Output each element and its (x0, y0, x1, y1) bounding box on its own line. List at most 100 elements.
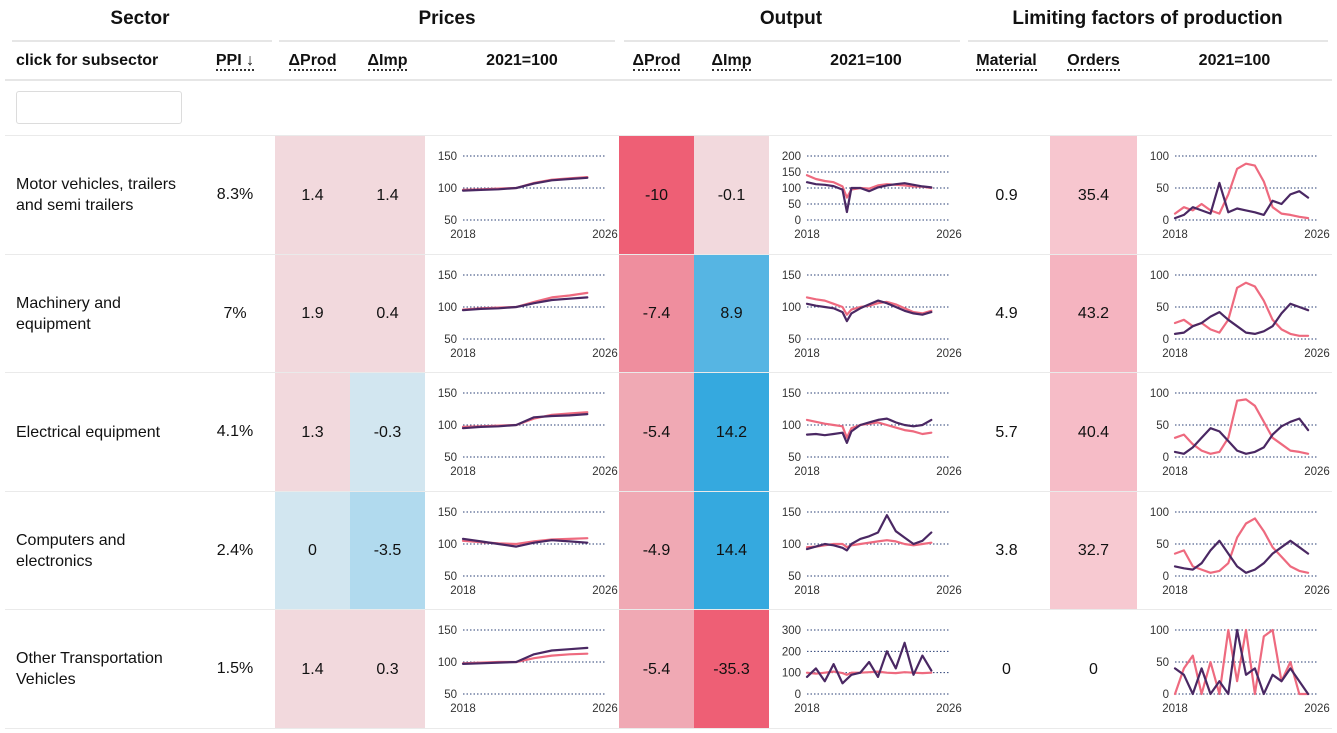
sector-filter-input[interactable] (16, 91, 182, 124)
x-tick-label: 2026 (1304, 585, 1330, 597)
y-tick-label: 50 (444, 334, 457, 346)
output-dimp-value: 8.9 (694, 255, 769, 373)
sort-material-label[interactable]: Material (976, 51, 1037, 71)
output-sparkline: 50 100 150 2018 2026 (782, 388, 962, 478)
sector-name[interactable]: Computers and electronics (16, 531, 126, 570)
x-tick-label: 2018 (1162, 703, 1188, 715)
sort-output-dimp-label[interactable]: ΔImp (711, 51, 752, 71)
sort-orders-label[interactable]: Orders (1067, 51, 1120, 71)
x-tick-label: 2026 (1304, 229, 1330, 241)
output-dprod-value: -5.4 (619, 373, 694, 492)
y-tick-label: 0 (795, 215, 801, 227)
x-tick-label: 2026 (936, 585, 962, 597)
x-tick-label: 2026 (936, 466, 962, 478)
x-tick-label: 2018 (794, 585, 820, 597)
group-header-prices: Prices (418, 8, 476, 29)
y-tick-label: 100 (438, 302, 457, 314)
y-tick-label: 200 (782, 646, 801, 658)
y-tick-label: 150 (438, 507, 457, 519)
output-dprod-value: -10 (619, 136, 694, 255)
series-line-dark (1173, 628, 1310, 696)
y-tick-label: 150 (438, 151, 457, 163)
series-line-pink (1173, 398, 1310, 455)
series-line-pink (1173, 162, 1310, 220)
sector-name[interactable]: Other Transportation Vehicles (16, 650, 163, 688)
material-value: 5.7 (963, 373, 1050, 492)
x-tick-label: 2026 (1304, 466, 1330, 478)
y-tick-label: 0 (1163, 334, 1169, 346)
y-tick-label: 50 (1156, 539, 1169, 551)
y-tick-label: 50 (444, 452, 457, 464)
output-sparkline: 0 100 200 300 2018 2026 (782, 625, 962, 715)
column-header-prices-dimp[interactable]: ΔImp (350, 44, 425, 78)
column-header-sector: click for subsector (16, 44, 196, 78)
x-tick-label: 2018 (794, 703, 820, 715)
y-tick-label: 150 (438, 388, 457, 400)
limiting-sparkline: 0 50 100 2018 2026 (1150, 151, 1330, 241)
column-header-prices-dprod[interactable]: ΔProd (275, 44, 350, 78)
series-line-dark (461, 296, 589, 312)
output-sparkline: 50 100 150 2018 2026 (782, 507, 962, 597)
x-tick-label: 2026 (936, 229, 962, 241)
column-header-material[interactable]: Material (963, 44, 1050, 78)
prices-dimp-value: 0.4 (350, 255, 425, 373)
group-underline-limiting (968, 40, 1328, 42)
group-header-output: Output (759, 8, 823, 29)
material-value: 3.8 (963, 492, 1050, 610)
y-tick-label: 100 (782, 420, 801, 432)
y-tick-label: 50 (444, 571, 457, 583)
column-header-ppi[interactable]: PPI ↓ (196, 44, 274, 78)
x-tick-label: 2018 (1162, 466, 1188, 478)
series-line-dark (805, 417, 933, 445)
sort-prices-dimp-label[interactable]: ΔImp (367, 51, 408, 71)
series-line-dark (805, 514, 933, 552)
orders-value: 0 (1050, 610, 1137, 729)
series-line-dark (805, 641, 933, 685)
x-tick-label: 2026 (1304, 703, 1330, 715)
y-tick-label: 0 (1163, 571, 1169, 583)
x-tick-label: 2018 (794, 348, 820, 360)
orders-value: 32.7 (1050, 492, 1137, 610)
sector-name[interactable]: Motor vehicles, trailers and semi traile… (16, 176, 177, 214)
series-line-dark (461, 646, 589, 666)
group-underline-prices (279, 40, 615, 42)
y-tick-label: 300 (782, 625, 801, 637)
x-tick-label: 2018 (1162, 585, 1188, 597)
series-line-dark (461, 413, 589, 430)
column-header-orders[interactable]: Orders (1050, 44, 1137, 78)
sector-name[interactable]: Electrical equipment (16, 423, 161, 441)
orders-value: 43.2 (1050, 255, 1137, 373)
row-divider (5, 254, 1332, 255)
series-line-pink (1173, 517, 1310, 574)
series-line-dark (461, 176, 589, 192)
y-tick-label: 150 (782, 167, 801, 179)
sort-prices-dprod-label[interactable]: ΔProd (288, 51, 337, 71)
x-tick-label: 2018 (450, 703, 476, 715)
prices-sparkline: 50 100 150 2018 2026 (438, 507, 618, 597)
column-header-output-dprod[interactable]: ΔProd (619, 44, 694, 78)
row-divider (5, 609, 1332, 610)
x-tick-label: 2026 (936, 703, 962, 715)
y-tick-label: 200 (782, 151, 801, 163)
sort-ppi-label[interactable]: PPI ↓ (215, 51, 255, 71)
y-tick-label: 100 (438, 539, 457, 551)
sort-output-dprod-label[interactable]: ΔProd (632, 51, 681, 71)
group-underline-sector (12, 40, 272, 42)
series-line-dark (1173, 181, 1310, 220)
series-line-dark (805, 299, 933, 323)
y-tick-label: 150 (782, 270, 801, 282)
y-tick-label: 0 (1163, 215, 1169, 227)
prices-dimp-value: -3.5 (350, 492, 425, 610)
series-line-pink (1173, 281, 1310, 337)
y-tick-label: 100 (1150, 507, 1169, 519)
y-tick-label: 50 (1156, 302, 1169, 314)
x-tick-label: 2026 (1304, 348, 1330, 360)
output-dprod-value: -4.9 (619, 492, 694, 610)
column-header-output-chart: 2021=100 (769, 44, 963, 78)
column-header-output-dimp[interactable]: ΔImp (694, 44, 769, 78)
series-line-pink (805, 174, 933, 199)
limiting-sparkline: 0 50 100 2018 2026 (1150, 625, 1330, 715)
limiting-sparkline: 0 50 100 2018 2026 (1150, 507, 1330, 597)
sector-name[interactable]: Machinery and equipment (16, 294, 121, 333)
column-header-sector-label: click for subsector (16, 52, 159, 69)
